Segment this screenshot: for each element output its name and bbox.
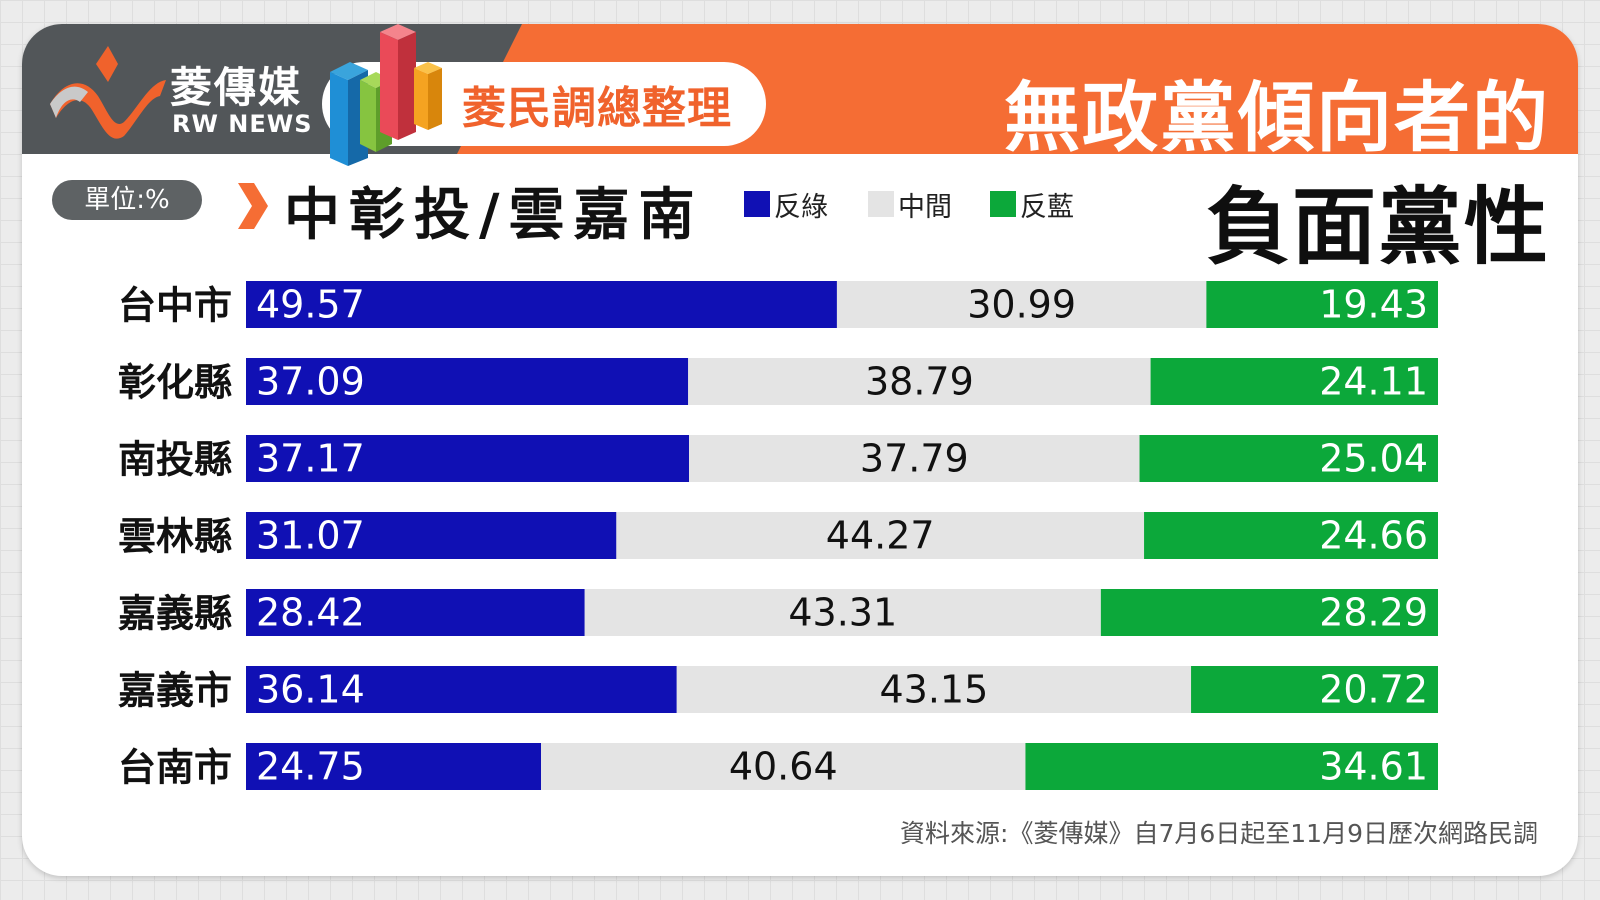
data-label: 40.64: [729, 745, 838, 789]
bar-segment: [246, 666, 677, 713]
bar-segment: [246, 435, 690, 482]
data-label: 31.07: [256, 514, 365, 558]
bar-segment: [836, 281, 1207, 328]
bar-segment: [246, 358, 689, 405]
bar-segment: [676, 666, 1192, 713]
chevron-right-icon: [238, 183, 268, 229]
headline-line-2: 負面黨性: [1205, 178, 1550, 276]
bar-segment: [1150, 358, 1438, 405]
stacked-bar-chart: 台中市 49.57 30.99 19.43 彰化縣 37.09 38.79 24.11 南投縣 3…: [118, 281, 1438, 790]
category-label: 台南市: [118, 746, 232, 790]
legend-item-middle: 中間: [868, 187, 952, 223]
headline-line-1: 無政黨傾向者的: [1004, 73, 1550, 162]
data-label: 24.66: [1319, 514, 1428, 558]
category-label: 台中市: [118, 284, 232, 328]
data-label: 43.31: [788, 591, 897, 635]
bar-segment: [1191, 666, 1438, 713]
brand-name-en: RW NEWS: [172, 110, 313, 138]
bar-segment: [541, 743, 1026, 790]
bar-blocks-icon: [330, 24, 442, 166]
category-label: 嘉義市: [118, 669, 232, 713]
data-label: 34.61: [1319, 745, 1428, 789]
legend-item-anti-green: 反綠: [744, 187, 828, 223]
bar-segment: [689, 435, 1140, 482]
bar-segment: [246, 589, 585, 636]
category-label: 雲林縣: [118, 515, 232, 559]
data-label: 49.57: [256, 283, 365, 327]
legend-label-anti-green: 反綠: [774, 191, 828, 223]
legend-swatch-anti-blue: [990, 191, 1016, 217]
bar-segment: [1100, 589, 1438, 636]
data-label: 43.15: [879, 668, 988, 712]
unit-badge: 單位:%: [52, 180, 202, 220]
category-label: 南投縣: [118, 438, 232, 482]
header-badge-text: 菱民調總整理: [462, 83, 732, 134]
data-label: 44.27: [826, 514, 935, 558]
data-label: 36.14: [256, 668, 365, 712]
category-label: 彰化縣: [118, 361, 232, 405]
data-label: 19.43: [1319, 283, 1428, 327]
bar-segment: [246, 743, 542, 790]
bar-segment: [246, 512, 617, 559]
bar-segment: [246, 281, 837, 328]
legend-swatch-middle: [868, 191, 894, 217]
data-label: 37.79: [860, 437, 969, 481]
data-label: 37.17: [256, 437, 365, 481]
legend-swatch-anti-green: [744, 191, 770, 217]
region-label: 中彰投/雲嘉南: [284, 183, 704, 248]
source-note: 資料來源:《菱傳媒》自7月6日起至11月9日歷次網路民調: [900, 819, 1538, 848]
data-label: 28.42: [256, 591, 365, 635]
bar-segment: [1144, 512, 1438, 559]
legend-label-anti-blue: 反藍: [1020, 191, 1074, 223]
data-label: 38.79: [865, 360, 974, 404]
bar-segment: [688, 358, 1151, 405]
bar-segment: [1206, 281, 1438, 328]
data-label: 28.29: [1319, 591, 1428, 635]
bar-segment: [616, 512, 1145, 559]
infographic-card: 菱傳媒 RW NEWS 菱民調總整理 無政黨傾向者的 負面黨性 單位:% 中彰投…: [22, 24, 1578, 876]
data-label: 24.75: [256, 745, 365, 789]
brand-name-cn: 菱傳媒: [170, 63, 303, 112]
legend-item-anti-blue: 反藍: [990, 187, 1074, 223]
data-label: 24.11: [1319, 360, 1428, 404]
category-label: 嘉義縣: [118, 592, 232, 636]
bar-segment: [1139, 435, 1438, 482]
bar-segment: [584, 589, 1101, 636]
bar-segment: [1025, 743, 1438, 790]
data-label: 37.09: [256, 360, 365, 404]
legend-label-middle: 中間: [898, 191, 952, 223]
rw-news-logo-icon: [50, 46, 166, 139]
data-label: 25.04: [1319, 437, 1428, 481]
data-label: 20.72: [1319, 668, 1428, 712]
data-label: 30.99: [967, 283, 1076, 327]
